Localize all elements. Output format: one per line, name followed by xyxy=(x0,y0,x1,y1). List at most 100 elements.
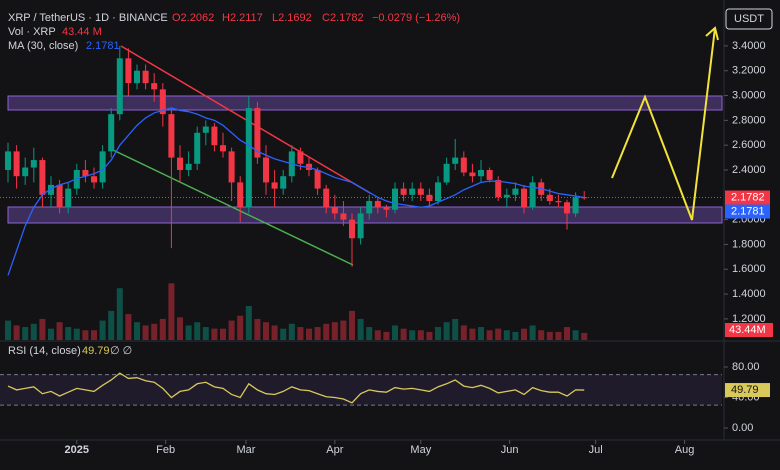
volume-bar xyxy=(228,320,235,340)
candle-body xyxy=(168,114,175,158)
candle-body xyxy=(314,170,321,189)
candle-body xyxy=(357,213,364,239)
volume-bar xyxy=(73,328,80,340)
volume-bar xyxy=(185,325,192,340)
ma-label: MA (30, close) xyxy=(8,40,78,52)
candle-body xyxy=(142,70,149,84)
rsi-icons: ∅ ∅ xyxy=(110,345,132,357)
volume-bar xyxy=(374,330,381,340)
volume-bar xyxy=(142,325,149,340)
volume-bar xyxy=(314,327,321,340)
projection-path xyxy=(611,27,716,221)
candle-body xyxy=(297,151,304,164)
volume-bar xyxy=(30,323,37,340)
volume-bar xyxy=(486,330,493,340)
candle-body xyxy=(108,114,115,152)
volume-bar xyxy=(331,322,338,340)
candle-body xyxy=(383,207,390,210)
change: −0.0279 (−1.26%) xyxy=(372,12,460,24)
currency[interactable]: USDT xyxy=(734,13,764,25)
candle-body xyxy=(349,219,356,239)
volume-bar xyxy=(478,327,485,340)
candle-body xyxy=(486,170,493,180)
volume-bar xyxy=(39,318,46,340)
volume-bar xyxy=(99,320,106,340)
ma-tag-text: 2.1781 xyxy=(731,205,765,217)
volume-bar xyxy=(426,331,433,340)
y-tick-label: 2.8000 xyxy=(732,114,766,126)
candle-body xyxy=(4,151,12,170)
volume-bar xyxy=(56,322,63,340)
candle-body xyxy=(219,145,227,152)
volume-tag xyxy=(725,323,773,337)
candle-body xyxy=(90,176,98,183)
candle-body xyxy=(194,132,201,164)
candle-body xyxy=(56,184,63,208)
volume-bar xyxy=(443,322,450,340)
volume-bar xyxy=(340,320,347,340)
candle-body xyxy=(443,163,450,183)
x-tick-label: Apr xyxy=(326,444,343,456)
volume-bar xyxy=(202,327,209,340)
rsi-header-value: 49.79 xyxy=(82,345,110,357)
candle-body xyxy=(159,89,166,115)
volume-bar xyxy=(417,330,424,340)
candle-body xyxy=(211,126,218,146)
volume-bar xyxy=(271,325,278,340)
volume-bar xyxy=(211,328,218,340)
trend-line-lower xyxy=(112,149,354,266)
y-tick-label: 2.6000 xyxy=(732,139,766,151)
candle-body xyxy=(116,58,123,115)
candle-body xyxy=(133,70,141,84)
volume-bar xyxy=(151,323,158,340)
volume-bar xyxy=(65,327,72,340)
y-tick-label: 1.4000 xyxy=(732,288,766,300)
volume-bar xyxy=(495,328,502,340)
marks xyxy=(0,45,722,406)
candle-body xyxy=(503,194,510,198)
candle-body xyxy=(512,188,519,195)
candle-body xyxy=(366,201,373,214)
volume-bar xyxy=(108,310,115,340)
rsi-tick-label: 0.00 xyxy=(732,422,753,434)
candle-body xyxy=(409,188,416,195)
symbol: XRP / TetherUS · 1D · BINANCE xyxy=(8,12,168,24)
candle-body xyxy=(555,201,562,203)
drawings xyxy=(7,26,723,266)
candle-body xyxy=(125,58,132,84)
candle-body xyxy=(478,170,485,177)
volume-bar xyxy=(22,327,29,340)
last-price-tag xyxy=(725,190,770,205)
volume-bar xyxy=(47,328,55,340)
projection-arrowhead xyxy=(705,26,719,41)
volume-bar xyxy=(538,330,545,340)
last-price-text: 2.1782 xyxy=(731,191,765,203)
trend-line-upper xyxy=(120,45,371,194)
close: C2.1782 xyxy=(322,12,364,24)
volume-bar xyxy=(546,331,553,340)
volume-bar xyxy=(116,288,123,340)
candle-body xyxy=(417,188,424,195)
x-tick-label: May xyxy=(410,444,431,456)
candle-body xyxy=(228,151,235,183)
high: H2.2117 xyxy=(222,12,263,24)
candle-body xyxy=(323,188,330,208)
currency-box[interactable] xyxy=(725,8,773,30)
volume-bar xyxy=(262,322,270,340)
volume-bar xyxy=(409,330,416,340)
candle-body xyxy=(30,160,37,168)
candle-body xyxy=(572,197,579,214)
volume-bar xyxy=(323,323,330,340)
volume-bar xyxy=(521,328,528,340)
y-tick-label: 1.2000 xyxy=(732,313,766,325)
candle-body xyxy=(82,170,89,177)
candle-body xyxy=(564,202,571,214)
x-tick-label: Feb xyxy=(156,444,175,456)
volume-bar xyxy=(383,331,390,340)
rsi-tag-text: 49.79 xyxy=(731,384,759,396)
candle-body xyxy=(460,157,467,173)
candle-body xyxy=(185,163,192,170)
rsi-label: RSI (14, close) xyxy=(8,345,81,357)
low: L2.1692 xyxy=(272,12,312,24)
